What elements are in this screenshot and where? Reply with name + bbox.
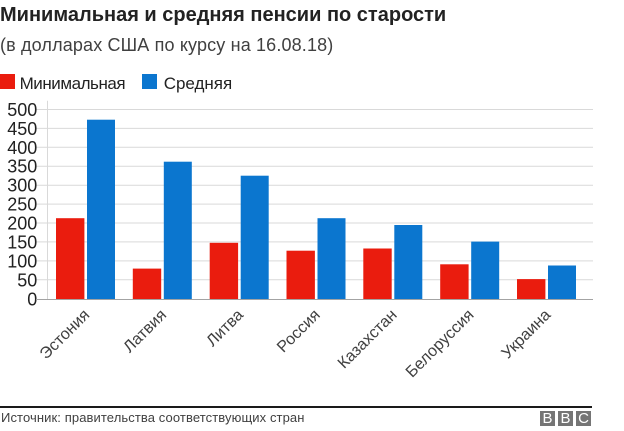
svg-text:Латвия: Латвия — [120, 306, 170, 356]
svg-text:50: 50 — [17, 270, 37, 290]
svg-text:Казахстан: Казахстан — [334, 306, 400, 372]
svg-text:200: 200 — [7, 214, 37, 234]
svg-text:450: 450 — [7, 119, 37, 139]
svg-text:Украина: Украина — [498, 306, 554, 362]
svg-text:Белоруссия: Белоруссия — [402, 306, 477, 381]
svg-text:Эстония: Эстония — [36, 306, 93, 363]
svg-text:150: 150 — [7, 232, 37, 252]
svg-text:100: 100 — [7, 251, 37, 271]
svg-text:400: 400 — [7, 138, 37, 158]
svg-text:Россия: Россия — [274, 306, 324, 356]
svg-text:500: 500 — [7, 100, 37, 120]
svg-text:250: 250 — [7, 195, 37, 215]
svg-text:0: 0 — [27, 289, 37, 309]
svg-text:Литва: Литва — [203, 306, 247, 350]
svg-text:300: 300 — [7, 176, 37, 196]
svg-text:350: 350 — [7, 157, 37, 177]
